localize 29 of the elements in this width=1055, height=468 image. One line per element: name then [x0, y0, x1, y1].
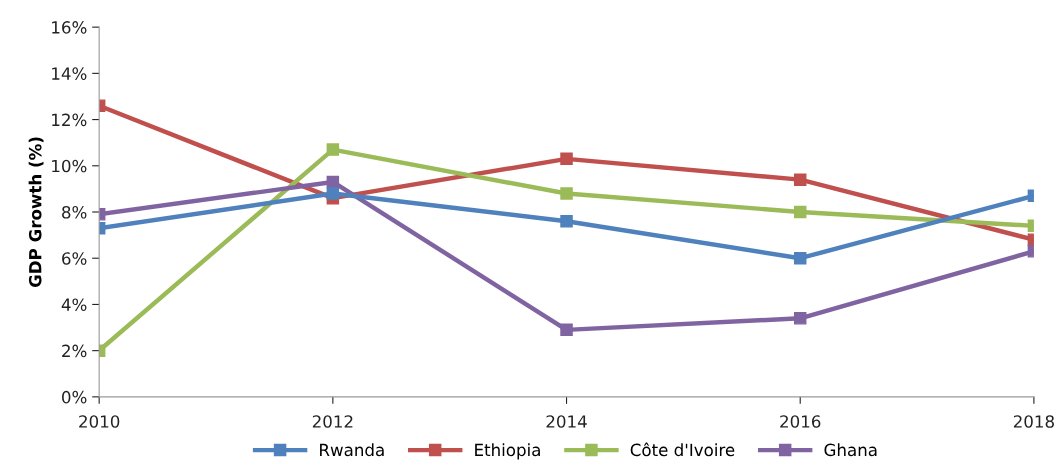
- y-tick-label: 12%: [52, 113, 87, 127]
- point: [793, 251, 807, 265]
- point: [560, 152, 573, 166]
- y-tick-label: 2%: [62, 344, 87, 358]
- y-tick-label: 8%: [62, 205, 87, 219]
- point: [326, 143, 340, 156]
- y-axis-title: GDP Growth (%): [28, 137, 44, 288]
- y-tick-label: 4%: [61, 298, 87, 311]
- legend-label: Côte d'Ivoire: [630, 442, 735, 457]
- point: [560, 214, 573, 228]
- point: [793, 205, 807, 219]
- x-tick-label: 2016: [780, 415, 821, 428]
- y-tick-label: 16%: [52, 21, 87, 34]
- x-tick-label: 2018: [1013, 415, 1054, 428]
- y-tick-label: 14%: [52, 67, 87, 80]
- x-tick-label: 2014: [546, 415, 587, 428]
- legend-label: Rwanda: [320, 443, 384, 457]
- y-tick-label: 6%: [62, 252, 87, 265]
- x-tick-label: 2010: [79, 415, 120, 428]
- y-tick-label: 0%: [62, 390, 87, 404]
- legend-label: Ethiopia: [475, 443, 540, 460]
- point: [560, 187, 573, 200]
- legend-label: Ghana: [824, 443, 877, 457]
- point: [793, 312, 807, 325]
- point: [560, 323, 573, 337]
- point: [326, 187, 340, 200]
- x-tick-label: 2012: [312, 415, 353, 428]
- y-tick-label: 10%: [52, 159, 87, 173]
- point: [793, 173, 807, 186]
